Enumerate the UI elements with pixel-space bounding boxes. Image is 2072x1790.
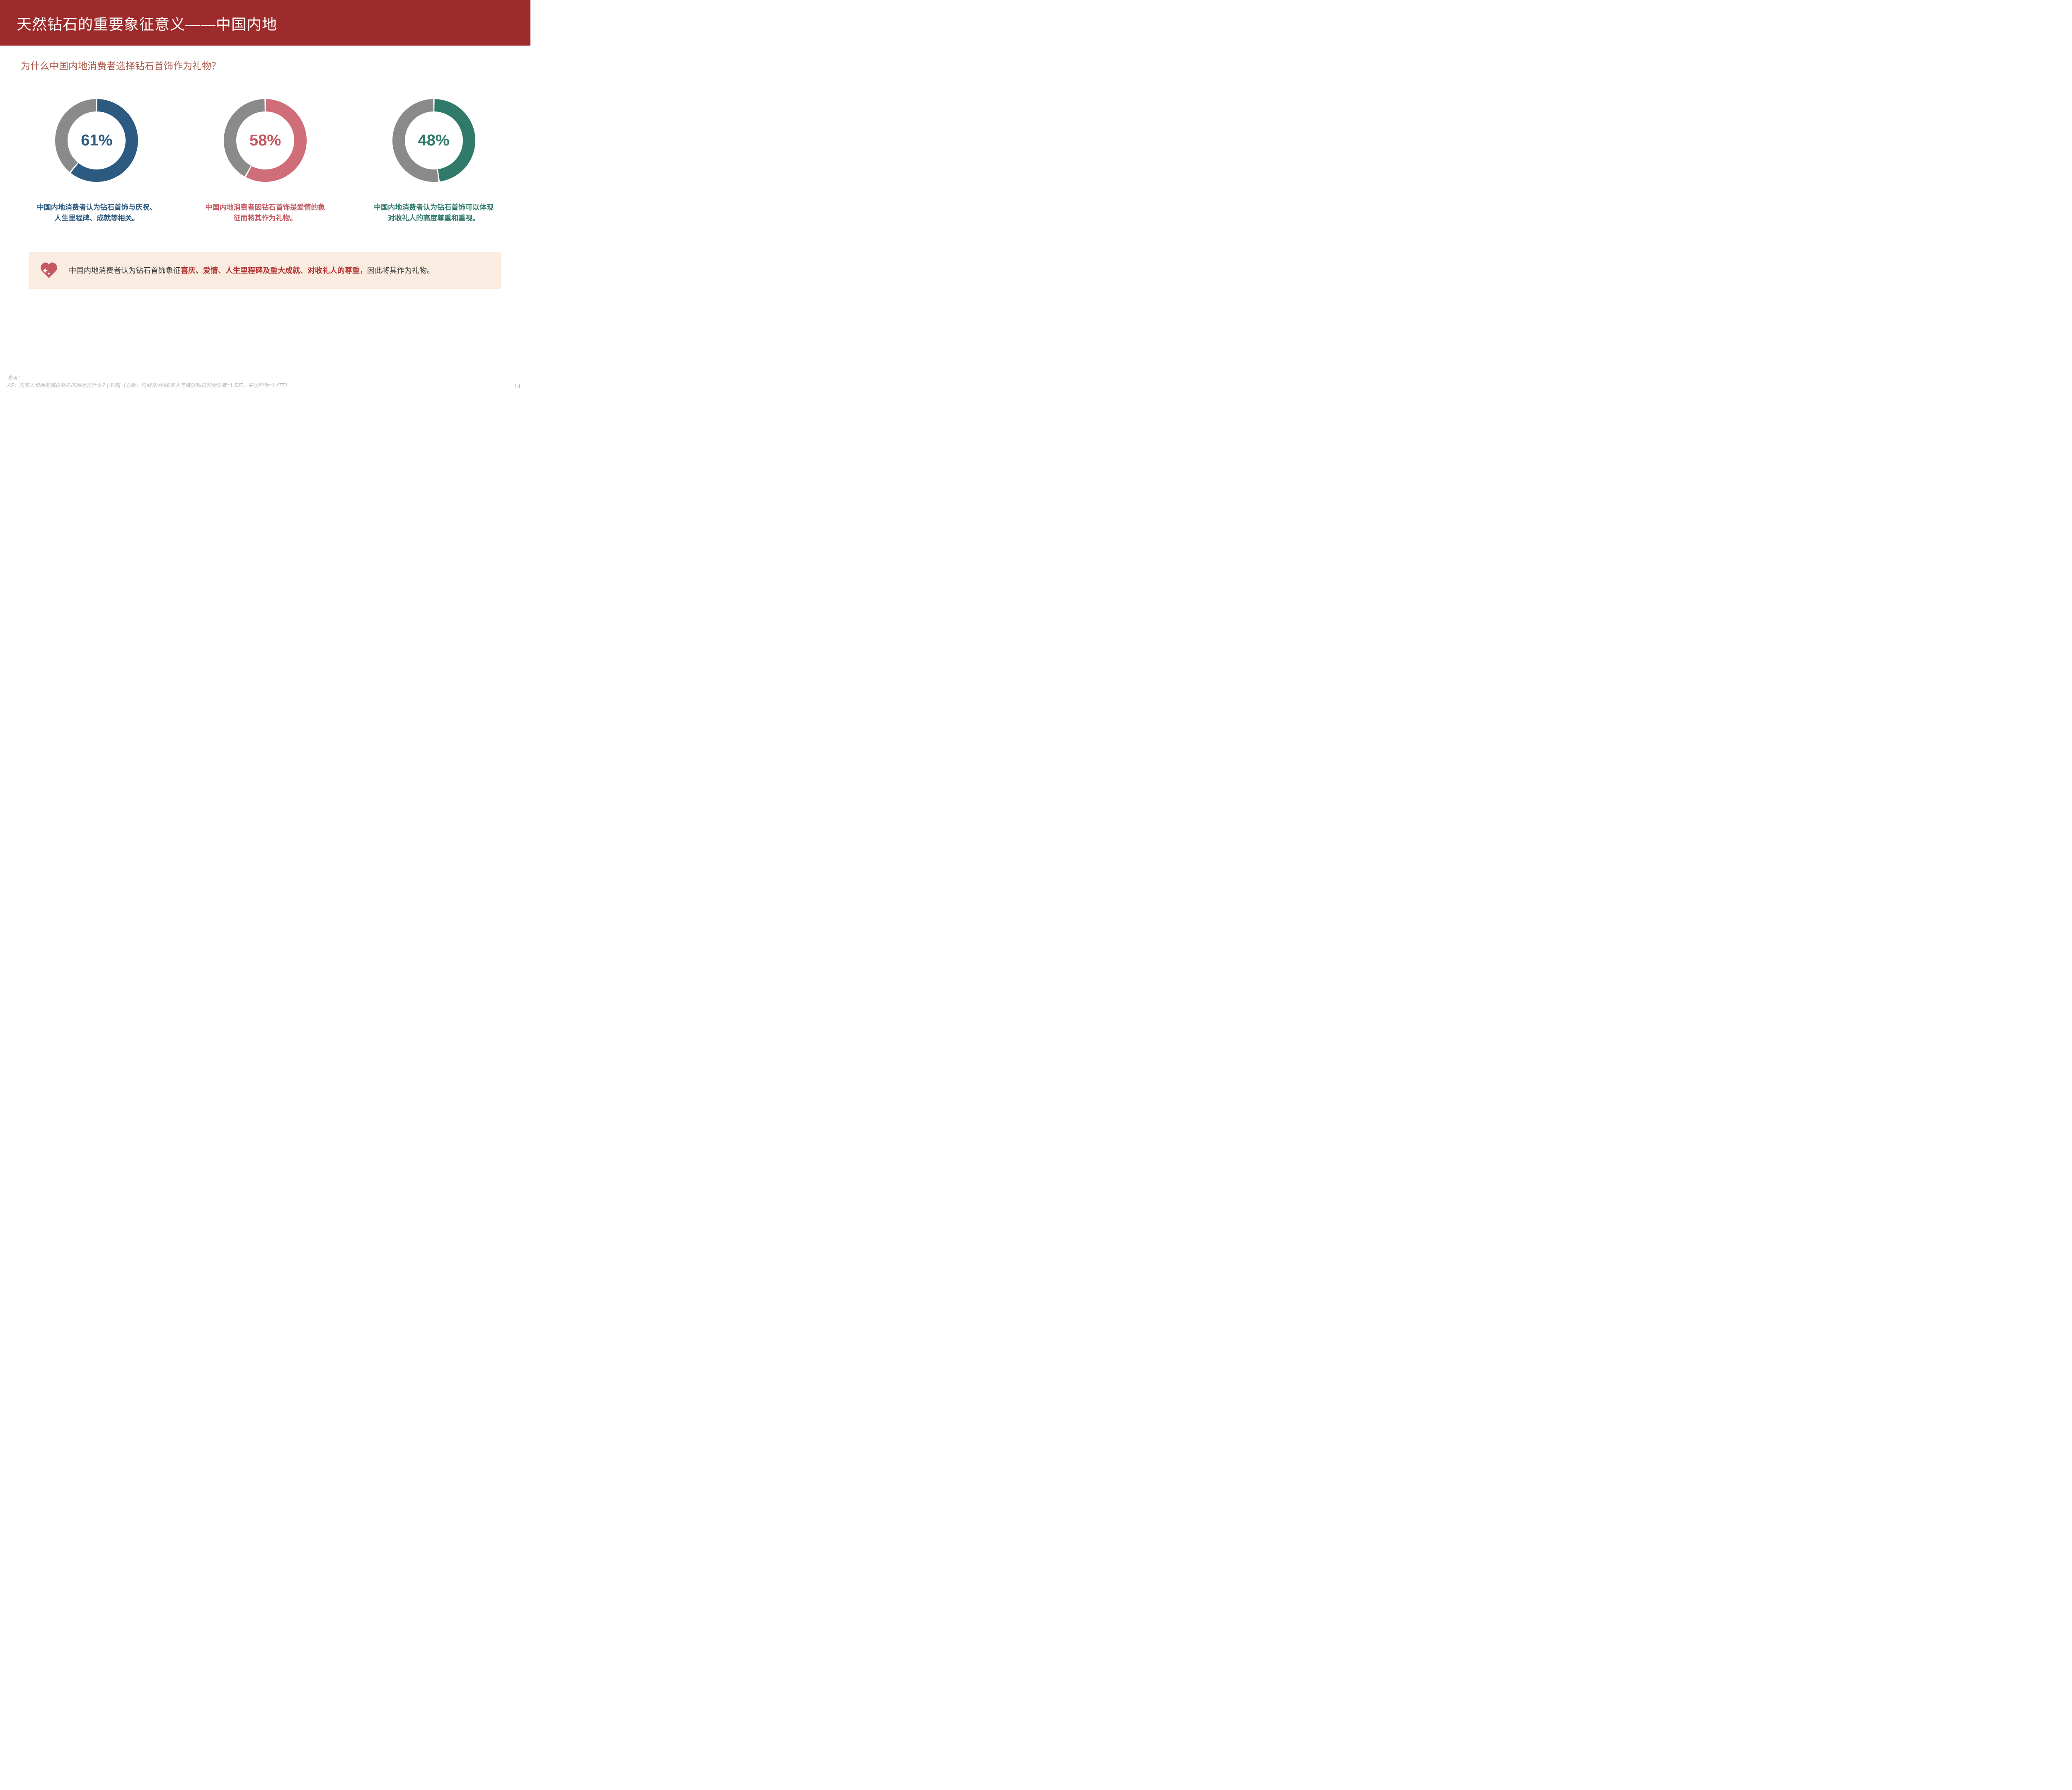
subtitle: 为什么中国内地消费者选择钻石首饰作为礼物？ (21, 58, 510, 72)
donut-block: 58% 中国内地消费者因钻石首饰是爱情的象征而将其作为礼物。 (189, 89, 341, 223)
header-band: 天然钻石的重要象征意义——中国内地 (0, 0, 530, 46)
donut-caption: 中国内地消费者认为钻石首饰可以体现对收礼人的高度尊重和重视。 (372, 202, 496, 223)
summary-box: 中国内地消费者认为钻石首饰象征喜庆、爱情、人生里程碑及重大成就、对收礼人的尊重，… (29, 252, 501, 289)
page-title: 天然钻石的重要象征意义——中国内地 (17, 12, 514, 34)
summary-prefix: 中国内地消费者认为钻石首饰象征 (69, 266, 181, 275)
donut-caption: 中国内地消费者认为钻石首饰与庆祝、人生里程碑、成就等相关。 (34, 202, 159, 223)
footnote-text: A5：向家人和朋友赠送钻石的原因是什么？[多选]（总数：向朋友/伴侣/家人等赠送… (7, 382, 290, 389)
donut-chart: 58% (213, 89, 317, 192)
donut-chart: 61% (45, 89, 148, 192)
donut-block: 48% 中国内地消费者认为钻石首饰可以体现对收礼人的高度尊重和重视。 (358, 89, 510, 223)
donut-chart: 48% (382, 89, 486, 192)
donut-percent-label: 61% (45, 89, 148, 192)
donut-percent-label: 58% (213, 89, 317, 192)
donuts-row: 61% 中国内地消费者认为钻石首饰与庆祝、人生里程碑、成就等相关。 58% 中国内地… (21, 89, 510, 223)
heart-sparkle-icon (39, 261, 59, 281)
summary-text: 中国内地消费者认为钻石首饰象征喜庆、爱情、人生里程碑及重大成就、对收礼人的尊重，… (69, 265, 434, 277)
summary-suffix: ，因此将其作为礼物。 (360, 266, 434, 275)
footnote: 参考： A5：向家人和朋友赠送钻石的原因是什么？[多选]（总数：向朋友/伴侣/家… (7, 374, 290, 390)
summary-highlight: 喜庆、爱情、人生里程碑及重大成就、对收礼人的尊重 (181, 266, 360, 275)
donut-percent-label: 48% (382, 89, 486, 192)
donut-caption: 中国内地消费者因钻石首饰是爱情的象征而将其作为礼物。 (203, 202, 327, 223)
content-area: 为什么中国内地消费者选择钻石首饰作为礼物？ 61% 中国内地消费者认为钻石首饰与庆… (0, 46, 530, 289)
footnote-label: 参考： (7, 374, 290, 382)
donut-block: 61% 中国内地消费者认为钻石首饰与庆祝、人生里程碑、成就等相关。 (21, 89, 173, 223)
page-number: 14 (514, 383, 520, 389)
